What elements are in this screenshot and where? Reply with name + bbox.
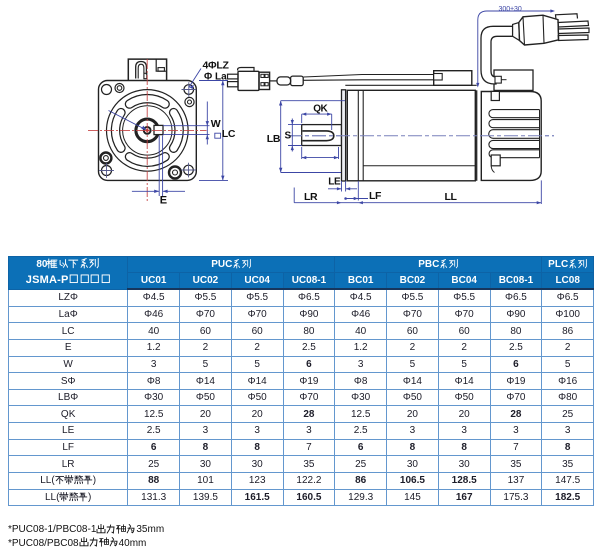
svg-text:W: W	[211, 118, 221, 130]
svg-text:LB: LB	[267, 133, 281, 145]
svg-text:300±30: 300±30	[499, 6, 522, 13]
svg-text:S: S	[285, 130, 292, 141]
svg-text:LF: LF	[369, 190, 382, 202]
svg-text:LR: LR	[304, 191, 318, 203]
svg-text:4ΦLZ: 4ΦLZ	[203, 60, 230, 72]
svg-text:LL: LL	[445, 191, 458, 203]
svg-text:Φ La: Φ La	[204, 72, 227, 83]
svg-text:LE: LE	[328, 176, 341, 187]
svg-text:E: E	[160, 195, 167, 207]
svg-text:QK: QK	[313, 103, 328, 114]
svg-text:LC: LC	[222, 128, 236, 140]
